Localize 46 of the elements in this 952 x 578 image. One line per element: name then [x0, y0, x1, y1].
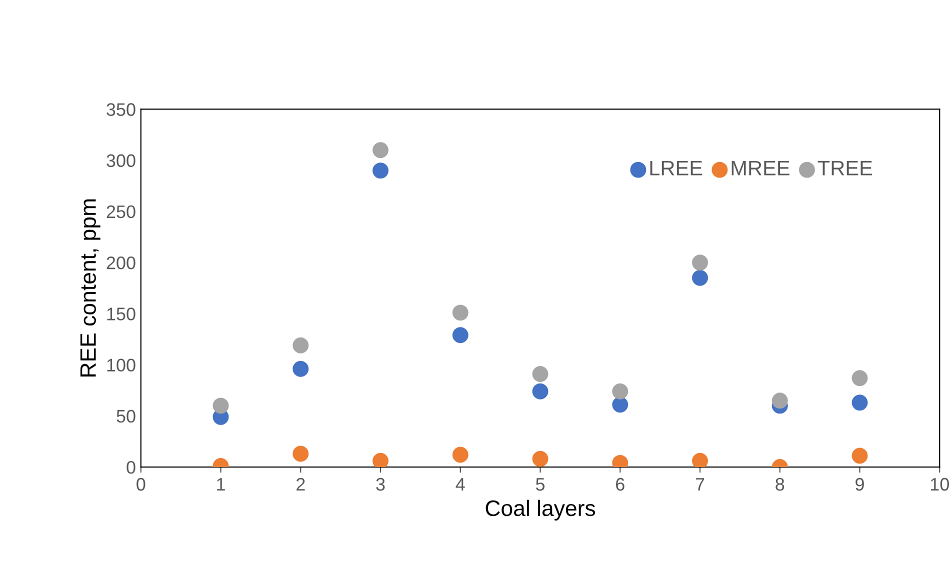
point: [692, 270, 708, 286]
x-tick-label: 5: [536, 478, 545, 491]
x-tick-label: 8: [776, 478, 784, 491]
y-tick-label: 350: [106, 103, 136, 116]
x-tick-label: 7: [696, 478, 704, 491]
point: [212, 398, 229, 414]
y-tick-label: 50: [116, 410, 136, 423]
point: [532, 366, 548, 382]
y-tick-label: 0: [126, 460, 136, 474]
point: [372, 452, 388, 468]
point: [292, 360, 309, 377]
point: [452, 327, 468, 344]
y-tick-label: 150: [107, 308, 136, 320]
point: [612, 383, 628, 400]
x-tick-label: 2: [296, 478, 305, 491]
point: [692, 254, 708, 271]
point: [852, 370, 868, 386]
y-tick-label: 250: [106, 205, 136, 218]
legend-label: TREE: [818, 160, 872, 176]
x-tick-label: 4: [456, 478, 465, 491]
point: [532, 450, 548, 467]
y-tick-label: 200: [106, 256, 136, 270]
point: [372, 142, 388, 158]
y-axis-title: REE content, ppm: [80, 199, 100, 376]
point: [532, 383, 548, 400]
legend-label: MREE: [732, 160, 790, 176]
x-axis-title: Coal layers: [486, 500, 596, 521]
point: [852, 448, 868, 464]
point: [612, 396, 628, 413]
x-tick-label: 0: [136, 478, 146, 491]
x-tick-label: 3: [376, 478, 385, 491]
point: [452, 304, 468, 321]
point: [372, 162, 388, 179]
x-tick-label: 1: [217, 478, 225, 491]
point: [292, 446, 309, 462]
x-tick-label: 10: [930, 478, 949, 491]
x-tick-label: 6: [616, 478, 624, 491]
x-tick-label: 9: [856, 478, 864, 491]
point: [772, 392, 788, 409]
point: [292, 337, 309, 354]
point: [692, 452, 708, 468]
y-tick-label: 100: [107, 358, 136, 372]
point: [452, 446, 468, 463]
y-tick-label: 300: [106, 154, 136, 168]
point: [852, 394, 868, 411]
legend-label: LREE: [650, 160, 702, 176]
